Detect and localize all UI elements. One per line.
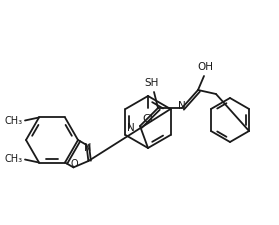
Text: CH₃: CH₃ [5,153,23,164]
Text: SH: SH [145,78,159,88]
Text: N: N [127,123,135,133]
Text: CH₃: CH₃ [5,117,23,126]
Text: N: N [84,143,91,153]
Text: Cl: Cl [143,114,153,124]
Text: O: O [71,159,78,169]
Text: N: N [178,101,186,111]
Text: OH: OH [197,62,213,72]
